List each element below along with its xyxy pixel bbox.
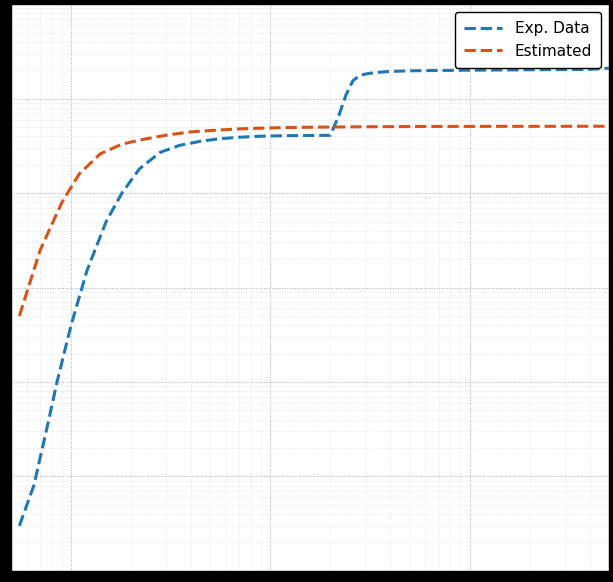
Legend: Exp. Data, Estimated: Exp. Data, Estimated <box>455 12 601 68</box>
Exp. Data <box>102 218 110 225</box>
Exp. Data <box>343 91 350 98</box>
Exp. Data <box>375 69 383 76</box>
Estimated <box>140 136 147 143</box>
Estimated <box>236 125 243 132</box>
Exp. Data <box>526 66 533 73</box>
Exp. Data <box>257 133 265 140</box>
Estimated <box>422 123 429 130</box>
Exp. Data <box>349 77 357 84</box>
Exp. Data <box>466 67 473 74</box>
Estimated <box>37 246 44 253</box>
Estimated <box>58 198 66 205</box>
Exp. Data <box>16 522 23 529</box>
Estimated <box>356 123 363 130</box>
Estimated <box>215 126 223 133</box>
Exp. Data <box>406 68 413 74</box>
Estimated <box>506 123 514 130</box>
Exp. Data <box>236 134 243 141</box>
Estimated <box>16 313 23 320</box>
Exp. Data <box>387 68 394 75</box>
Estimated <box>257 125 265 132</box>
Estimated <box>387 123 394 130</box>
Exp. Data <box>83 267 91 274</box>
Exp. Data <box>501 66 508 73</box>
Exp. Data <box>283 132 290 139</box>
Estimated <box>118 141 126 148</box>
Exp. Data <box>327 132 334 139</box>
Estimated <box>75 171 83 178</box>
Exp. Data <box>197 137 205 144</box>
Exp. Data <box>318 132 325 139</box>
Exp. Data <box>215 136 223 143</box>
Exp. Data <box>605 65 612 72</box>
Estimated <box>586 123 593 130</box>
Estimated <box>327 123 334 130</box>
Exp. Data <box>335 113 342 120</box>
Estimated <box>96 150 104 157</box>
Exp. Data <box>156 149 164 156</box>
Exp. Data <box>42 428 50 435</box>
Exp. Data <box>118 190 126 197</box>
Exp. Data <box>67 322 75 329</box>
Estimated <box>466 123 473 130</box>
Estimated <box>307 124 314 131</box>
Estimated <box>605 123 612 130</box>
Estimated <box>545 123 552 130</box>
Exp. Data <box>362 70 369 77</box>
Estimated <box>162 132 170 139</box>
Exp. Data <box>53 378 61 385</box>
Exp. Data <box>586 66 593 73</box>
Exp. Data <box>561 66 568 73</box>
Exp. Data <box>356 72 363 79</box>
Exp. Data <box>367 70 375 77</box>
Estimated <box>188 129 195 136</box>
Exp. Data <box>176 142 183 149</box>
Exp. Data <box>135 165 143 172</box>
Exp. Data <box>447 67 454 74</box>
Exp. Data <box>302 132 309 139</box>
Line: Estimated: Estimated <box>20 126 609 316</box>
Exp. Data <box>30 482 37 489</box>
Exp. Data <box>422 67 429 74</box>
Line: Exp. Data: Exp. Data <box>20 68 609 526</box>
Estimated <box>283 124 290 131</box>
